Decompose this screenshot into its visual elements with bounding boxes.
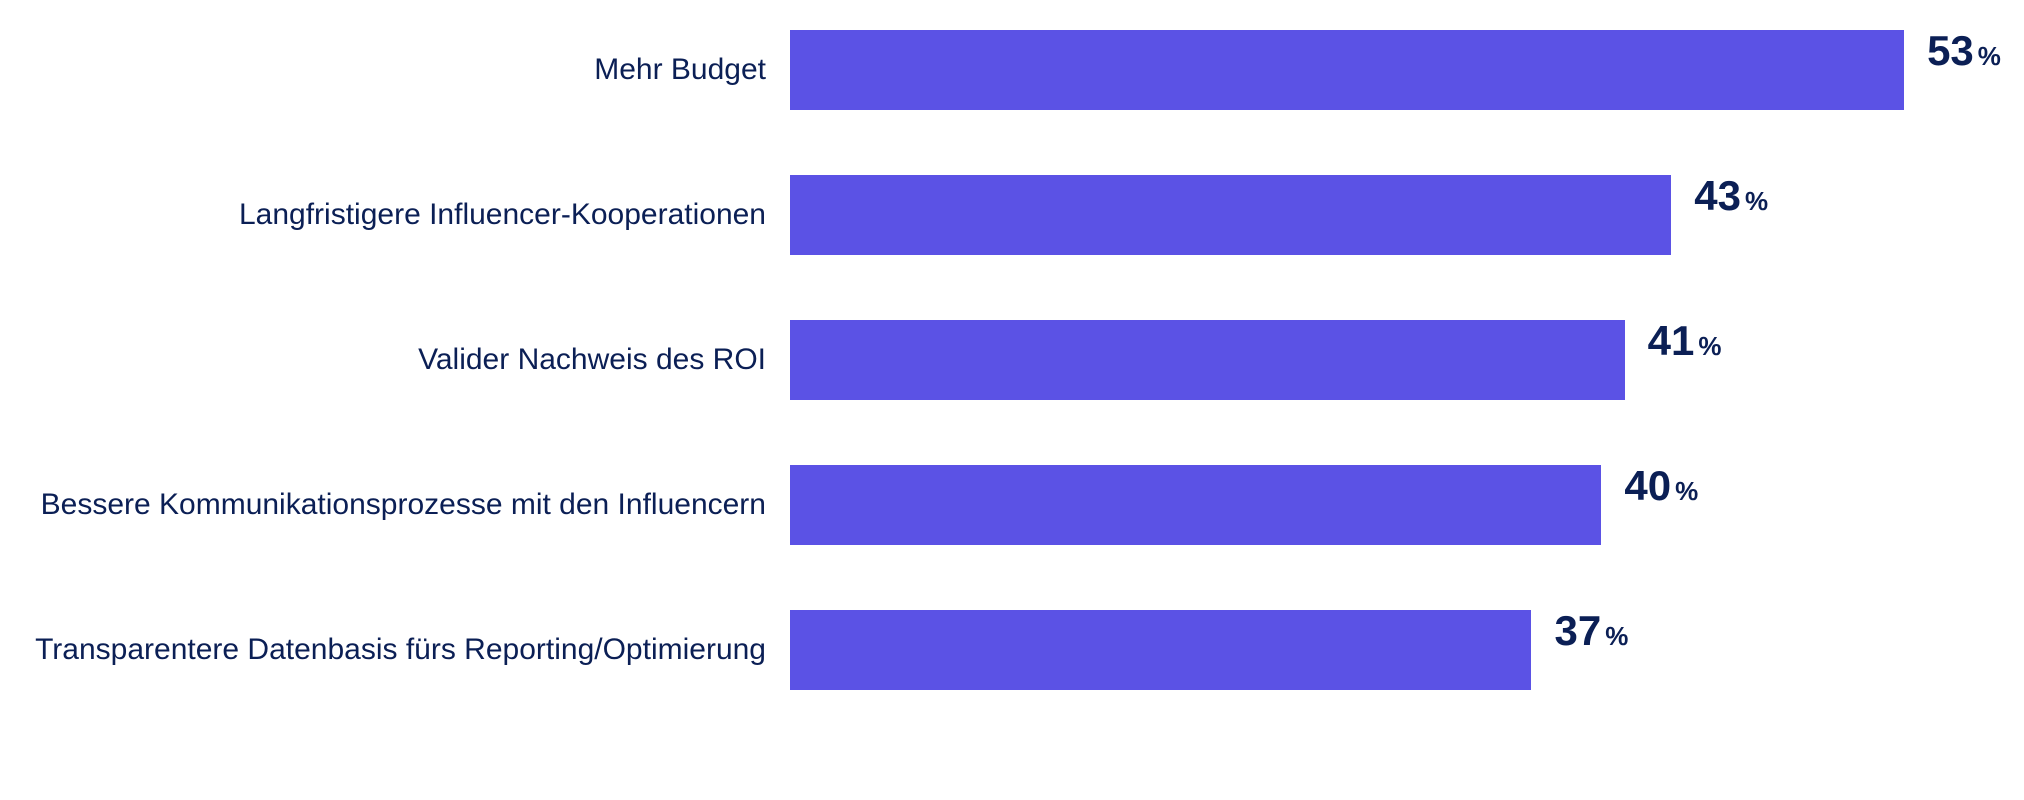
bar-track: 40% (790, 465, 2024, 545)
bar-value: 40 (1624, 465, 1671, 507)
bar-value: 53 (1927, 30, 1974, 72)
bar-value-unit: % (1698, 331, 1721, 362)
bar-track: 41% (790, 320, 2024, 400)
horizontal-bar-chart: Mehr Budget53%Langfristigere Influencer-… (0, 0, 2024, 800)
bar-value-unit: % (1978, 41, 2001, 72)
bar-track: 53% (790, 30, 2024, 110)
bar-row: Bessere Kommunikationsprozesse mit den I… (0, 465, 2024, 545)
bar-label: Langfristigere Influencer-Kooperationen (0, 198, 790, 232)
bar-row: Transparentere Datenbasis fürs Reporting… (0, 610, 2024, 690)
bar-value: 41 (1648, 320, 1695, 362)
bar-value-box: 37% (1531, 610, 1651, 690)
bar-value: 43 (1694, 175, 1741, 217)
bar-fill (790, 30, 1904, 110)
bar-fill (790, 610, 1531, 690)
bar-label: Valider Nachweis des ROI (0, 343, 790, 377)
bar-value-box: 43% (1671, 175, 1791, 255)
bar-value-box: 40% (1601, 465, 1721, 545)
bar-row: Valider Nachweis des ROI 41% (0, 320, 2024, 400)
bar-value-unit: % (1745, 186, 1768, 217)
bar-track: 37% (790, 610, 2024, 690)
bar-label: Mehr Budget (0, 53, 790, 87)
bar-row: Langfristigere Influencer-Kooperationen 4… (0, 175, 2024, 255)
bar-label: Transparentere Datenbasis fürs Reporting… (0, 633, 790, 667)
bar-label: Bessere Kommunikationsprozesse mit den I… (0, 488, 790, 522)
bar-fill (790, 175, 1671, 255)
bar-value-box: 41% (1625, 320, 1745, 400)
bar-fill (790, 465, 1601, 545)
bar-fill (790, 320, 1625, 400)
bar-value-box: 53% (1904, 30, 2024, 110)
bar-value-unit: % (1605, 621, 1628, 652)
bar-track: 43% (790, 175, 2024, 255)
bar-row: Mehr Budget 53% (0, 30, 2024, 110)
bar-value-unit: % (1675, 476, 1698, 507)
bar-value: 37 (1555, 610, 1602, 652)
